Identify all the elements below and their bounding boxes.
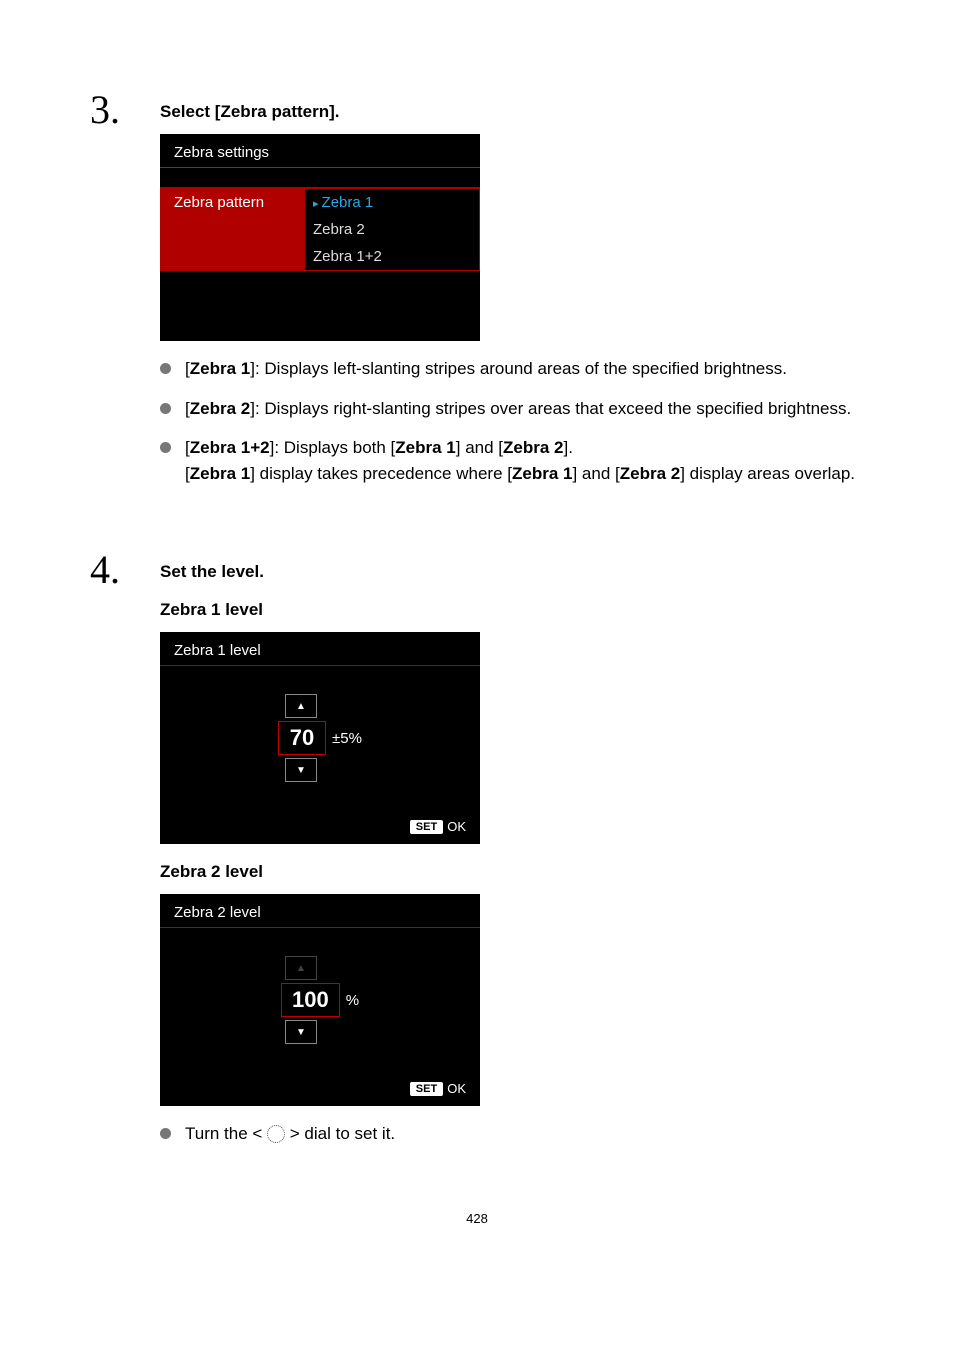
bullet-text: [Zebra 1]: Displays left-slanting stripe… — [185, 356, 864, 382]
page-number: 428 — [90, 1211, 864, 1226]
level2-suffix: % — [346, 992, 359, 1009]
level2-value[interactable]: 100 — [281, 983, 340, 1017]
level2-body: ▲ 100 % ▼ — [160, 928, 480, 1044]
b3-l2r1: Zebra 1 — [190, 464, 250, 483]
step-4-title: Set the level. — [160, 562, 864, 582]
bullet-text: [Zebra 2]: Displays right-slanting strip… — [185, 396, 864, 422]
bullet-dot-icon — [160, 442, 171, 453]
set-badge: SET — [410, 1082, 443, 1096]
ss-options: Zebra 1 Zebra 2 Zebra 1+2 — [305, 188, 480, 271]
bullet-turn-dial: Turn the < > dial to set it. — [160, 1121, 864, 1147]
level1-title: Zebra 1 level — [160, 632, 480, 666]
bullet-zebra-1: [Zebra 1]: Displays left-slanting stripe… — [160, 356, 864, 382]
bullet-dot-icon — [160, 1128, 171, 1139]
step-3-content: Select [Zebra pattern]. Zebra settings Z… — [160, 90, 864, 500]
down-arrow-button[interactable]: ▼ — [285, 758, 317, 782]
option-zebra-1[interactable]: Zebra 1 — [305, 189, 479, 216]
b3-l2r2: Zebra 1 — [512, 464, 572, 483]
b3-r2: Zebra 2 — [503, 438, 563, 457]
option-zebra-1-2[interactable]: Zebra 1+2 — [305, 243, 479, 271]
down-arrow-button[interactable]: ▼ — [285, 1020, 317, 1044]
ss-row: Zebra pattern Zebra 1 Zebra 2 Zebra 1+2 — [160, 188, 480, 271]
set-ok-indicator: SET OK — [410, 1081, 466, 1096]
dial-post: > dial to set it. — [285, 1124, 395, 1143]
step-3-title: Select [Zebra pattern]. — [160, 102, 864, 122]
step-4: 4. Set the level. Zebra 1 level Zebra 1 … — [90, 550, 864, 1161]
level1-value[interactable]: 70 — [278, 721, 326, 755]
level1-suffix: ±5% — [332, 730, 362, 747]
level1-body: ▲ 70 ±5% ▼ — [160, 666, 480, 782]
bullet-zebra-2: [Zebra 2]: Displays right-slanting strip… — [160, 396, 864, 422]
dial-pre: Turn the < — [185, 1124, 267, 1143]
bullet-text: Turn the < > dial to set it. — [185, 1121, 864, 1147]
b3-r1: Zebra 1 — [395, 438, 455, 457]
bullet-dot-icon — [160, 363, 171, 374]
bullet-zebra-1-2: [Zebra 1+2]: Displays both [Zebra 1] and… — [160, 435, 864, 486]
option-zebra-2[interactable]: Zebra 2 — [305, 216, 479, 243]
dial-icon — [267, 1125, 285, 1143]
b3-l2end: ] display areas overlap. — [680, 464, 855, 483]
bullet-dot-icon — [160, 403, 171, 414]
zebra-2-level-heading: Zebra 2 level — [160, 862, 864, 882]
step-3-number: 3. — [90, 90, 140, 130]
up-arrow-button-disabled: ▲ — [285, 956, 317, 980]
b3-m1: : Displays both [ — [274, 438, 395, 457]
step-4-number: 4. — [90, 550, 140, 590]
set-ok-indicator: SET OK — [410, 819, 466, 834]
ok-text: OK — [447, 1081, 466, 1096]
ss-header: Zebra settings — [160, 134, 480, 168]
b3-l2m1: ] display takes precedence where [ — [250, 464, 512, 483]
b3-label: Zebra 1+2 — [190, 438, 270, 457]
zebra-2-level-screenshot: Zebra 2 level ▲ 100 % ▼ SET OK — [160, 894, 480, 1106]
level2-title: Zebra 2 level — [160, 894, 480, 928]
set-badge: SET — [410, 820, 443, 834]
b2-label: Zebra 2 — [190, 399, 250, 418]
b3-m3: ]. — [564, 438, 573, 457]
value-row: 100 % — [281, 983, 359, 1017]
b3-m2: ] and [ — [456, 438, 503, 457]
b3-l2m2: ] and [ — [572, 464, 619, 483]
b1-after: : Displays left-slanting stripes around … — [255, 359, 787, 378]
b2-after: : Displays right-slanting stripes over a… — [255, 399, 851, 418]
ss-row-label: Zebra pattern — [160, 188, 305, 271]
ss-bottom-space — [160, 271, 480, 341]
zebra-settings-screenshot: Zebra settings Zebra pattern Zebra 1 Zeb… — [160, 134, 480, 341]
b3-l2r3: Zebra 2 — [620, 464, 680, 483]
step-3: 3. Select [Zebra pattern]. Zebra setting… — [90, 90, 864, 500]
ok-text: OK — [447, 819, 466, 834]
zebra-1-level-heading: Zebra 1 level — [160, 600, 864, 620]
value-row: 70 ±5% — [278, 721, 362, 755]
zebra-1-level-screenshot: Zebra 1 level ▲ 70 ±5% ▼ SET OK — [160, 632, 480, 844]
bullet-text: [Zebra 1+2]: Displays both [Zebra 1] and… — [185, 435, 864, 486]
ss-gap — [160, 168, 480, 188]
up-arrow-button[interactable]: ▲ — [285, 694, 317, 718]
b1-label: Zebra 1 — [190, 359, 250, 378]
step-4-content: Set the level. Zebra 1 level Zebra 1 lev… — [160, 550, 864, 1161]
